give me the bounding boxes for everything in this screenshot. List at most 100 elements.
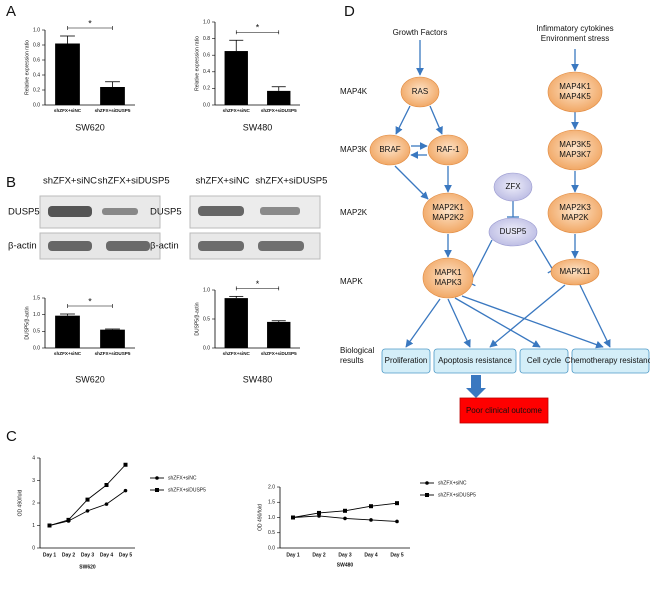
panel-label: A — [6, 3, 16, 20]
marker — [47, 523, 52, 528]
y-tick-label: 0.2 — [33, 87, 40, 93]
marker — [343, 508, 347, 513]
row-label: β-actin — [150, 241, 179, 252]
y-tick-label: 1.0 — [203, 287, 210, 293]
y-tick-label: 4 — [32, 455, 35, 461]
bar — [267, 321, 291, 348]
y-axis-label: DUSP5/β-actin — [24, 306, 30, 339]
marker — [395, 501, 399, 506]
marker — [343, 516, 347, 521]
y-tick-label: 0.6 — [203, 53, 210, 59]
diagram-text: RAS — [412, 87, 428, 96]
y-tick-label: 1.0 — [268, 515, 275, 521]
x-tick-label: Day 4 — [100, 552, 114, 558]
legend-label: shZFX+siNC — [168, 475, 197, 481]
result-label: Chemotherapy resistance — [565, 356, 650, 365]
panel-label: D — [344, 3, 355, 20]
y-tick-label: 0.0 — [268, 545, 275, 551]
diagram-text: MAPK1 — [434, 268, 462, 277]
lane-label: shZFX+siDUSP5 — [255, 176, 327, 187]
row-label: DUSP5 — [8, 207, 40, 218]
outcome-label: Poor clinical outcome — [466, 406, 543, 415]
diagram-text: MAPK11 — [560, 267, 592, 276]
row-label: β-actin — [8, 241, 37, 252]
x-tick-label: Day 1 — [286, 552, 300, 558]
x-tick-label: shZFX+siNC — [223, 351, 251, 356]
marker — [395, 519, 399, 524]
legend-marker — [425, 493, 429, 497]
x-tick-label: shZFX+siDUSP5 — [261, 108, 297, 113]
y-tick-label: 0.4 — [203, 69, 210, 75]
diagram-text: MAP2K — [340, 208, 368, 217]
y-tick-label: 1 — [32, 523, 35, 529]
y-tick-label: 1.5 — [33, 295, 40, 301]
bar — [55, 43, 80, 105]
marker — [85, 509, 90, 513]
y-tick-label: 0.5 — [203, 316, 210, 322]
x-tick-label: Day 5 — [390, 552, 404, 558]
x-tick-label: shZFX+siDUSP5 — [95, 108, 131, 113]
bar — [267, 90, 291, 105]
diagram-text: MAP2K3 — [559, 203, 591, 212]
panel-label: B — [6, 174, 16, 191]
x-axis-label: SW620 — [75, 122, 105, 132]
y-tick-label: 0.0 — [203, 102, 210, 108]
diagram-text: MAP4K1 — [559, 82, 591, 91]
x-axis-label: SW480 — [243, 374, 273, 384]
y-tick-label: 0.4 — [33, 72, 40, 78]
legend-label: shZFX+siNC — [438, 480, 467, 486]
bar — [224, 298, 248, 348]
bar — [100, 87, 125, 105]
y-tick-label: 0.2 — [203, 86, 210, 92]
marker — [317, 514, 321, 518]
node — [547, 192, 603, 234]
x-tick-label: Day 1 — [43, 552, 57, 558]
diagram-text: MAP4K5 — [559, 92, 591, 101]
bar — [55, 315, 80, 348]
x-axis-label: SW620 — [75, 374, 105, 384]
result-label: Apoptosis resistance — [438, 356, 512, 365]
y-tick-label: 2 — [32, 500, 35, 506]
y-axis-label: DUSP5/β-actin — [194, 302, 200, 335]
significance-label: * — [88, 296, 92, 306]
y-axis-label: Relative expression ratio — [24, 40, 30, 95]
node — [547, 71, 603, 113]
node — [427, 134, 469, 166]
legend-label: shZFX+siDUSP5 — [168, 487, 206, 493]
series-line — [49, 490, 126, 526]
blots — [39, 195, 321, 260]
x-tick-label: shZFX+siNC — [54, 108, 82, 113]
y-tick-label: 1.5 — [268, 500, 275, 506]
diagram-text: MAP2K1 — [432, 203, 464, 212]
diagram-text: Environment stress — [541, 34, 609, 43]
y-tick-label: 0.8 — [203, 36, 210, 42]
y-tick-label: 0.5 — [33, 329, 40, 335]
diagram-text: MAP3K — [340, 145, 368, 154]
legend-marker — [155, 488, 159, 492]
panel-label: C — [6, 428, 17, 445]
y-tick-label: 0.0 — [33, 102, 40, 108]
x-axis-label: SW480 — [337, 562, 354, 568]
diagram-text: BRAF — [379, 145, 400, 154]
x-tick-label: Day 4 — [364, 552, 378, 558]
x-tick-label: Day 5 — [119, 552, 133, 558]
bar — [224, 51, 248, 105]
marker — [291, 515, 295, 520]
y-tick-label: 2.0 — [268, 484, 275, 490]
x-axis-label: SW620 — [79, 564, 96, 570]
diagram-text: MAPK3 — [434, 278, 462, 287]
y-axis-label: OD 490/fold — [257, 504, 263, 531]
bar — [100, 329, 125, 348]
diagram-links — [394, 40, 611, 398]
node — [422, 257, 474, 299]
marker — [123, 488, 128, 493]
marker — [85, 497, 90, 502]
diagram-text: ZFX — [505, 182, 521, 191]
significance-label: * — [256, 23, 260, 33]
x-tick-label: shZFX+siNC — [223, 108, 251, 113]
x-axis-label: SW480 — [243, 122, 273, 132]
y-tick-label: 0.0 — [33, 345, 40, 351]
y-tick-label: 1.0 — [33, 312, 40, 318]
lane-label: shZFX+siDUSP5 — [98, 176, 170, 187]
